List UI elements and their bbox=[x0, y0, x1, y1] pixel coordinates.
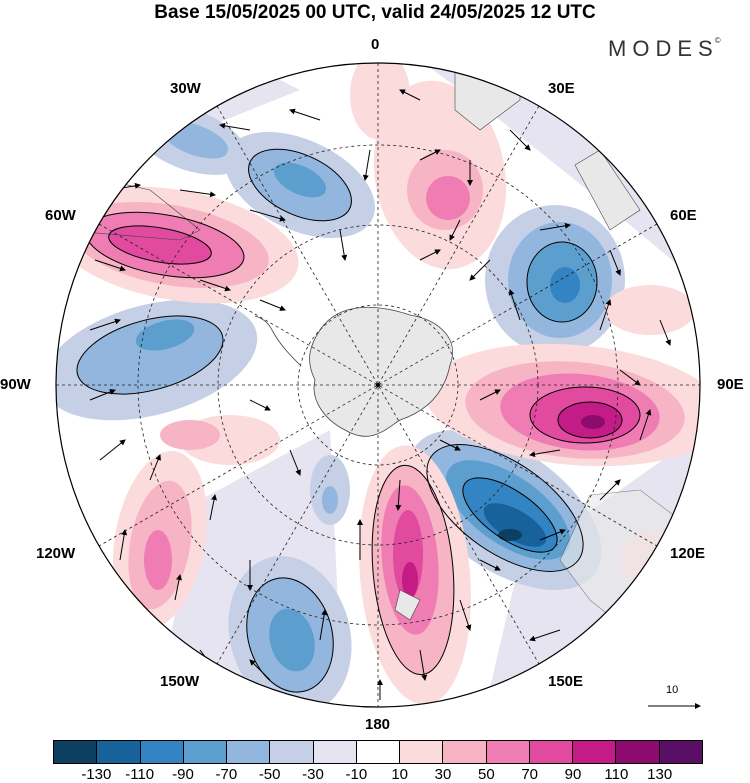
colorbar-tick-label: 50 bbox=[477, 766, 495, 783]
modes-logo: MODES© bbox=[608, 36, 721, 61]
lon-label-180: 180 bbox=[365, 716, 391, 733]
colorbar-tick-label: 10 bbox=[391, 766, 408, 783]
colorbar-segment bbox=[486, 741, 530, 763]
graticule bbox=[56, 63, 700, 707]
colorbar-tick-label: 90 bbox=[564, 766, 582, 783]
colorbar bbox=[53, 740, 703, 764]
colorbar-tick-label: -70 bbox=[215, 766, 238, 783]
lon-label-30w: 30W bbox=[170, 80, 201, 97]
anomaly-field bbox=[56, 63, 700, 707]
colorbar-segment bbox=[227, 741, 271, 763]
lon-label-0: 0 bbox=[371, 36, 380, 53]
colorbar-tick-label: -50 bbox=[258, 766, 281, 783]
antarctica-landmass bbox=[309, 306, 453, 437]
colorbar-tick-label: -10 bbox=[345, 766, 368, 783]
colorbar-segment bbox=[54, 741, 98, 763]
colorbar-tick-label: 30 bbox=[434, 766, 452, 783]
colorbar-tick-label: 130 bbox=[647, 766, 673, 783]
lon-label-60w: 60W bbox=[45, 207, 76, 224]
colorbar-segment bbox=[97, 741, 141, 763]
lon-label-90w: 90W bbox=[0, 376, 31, 393]
colorbar-segment bbox=[140, 741, 184, 763]
lon-label-60e: 60E bbox=[670, 207, 697, 224]
colorbar-tick-label: -30 bbox=[302, 766, 324, 783]
colorbar-segment bbox=[443, 741, 487, 763]
vector-scale-label: 10 bbox=[666, 684, 679, 696]
south-pole-marker bbox=[376, 383, 380, 387]
colorbar-tick-label: -110 bbox=[125, 766, 155, 783]
colorbar-segment bbox=[356, 741, 401, 763]
lon-label-30e: 30E bbox=[548, 80, 575, 97]
colorbar-segment bbox=[183, 741, 228, 763]
colorbar-segment bbox=[270, 741, 314, 763]
lon-label-90e: 90E bbox=[717, 376, 744, 393]
plot-title: Base 15/05/2025 00 UTC, valid 24/05/2025… bbox=[154, 2, 596, 23]
lon-label-150e: 150E bbox=[548, 673, 584, 690]
colorbar-tick-label: 110 bbox=[604, 766, 629, 783]
colorbar-segment bbox=[659, 741, 702, 763]
contour-lines bbox=[76, 148, 641, 693]
colorbar-tick-label: 70 bbox=[521, 766, 538, 783]
colorbar-segment bbox=[400, 741, 444, 763]
map-border bbox=[55, 62, 701, 708]
colorbar-tick-label: -90 bbox=[172, 766, 194, 783]
lon-label-120e: 120E bbox=[670, 545, 706, 562]
colorbar-tick-label: -130 bbox=[81, 766, 112, 783]
colorbar-segment bbox=[573, 741, 617, 763]
lon-label-150w: 150W bbox=[160, 673, 200, 690]
colorbar-segment bbox=[616, 741, 660, 763]
lon-label-120w: 120W bbox=[36, 545, 76, 562]
wind-vectors bbox=[89, 89, 681, 700]
colorbar-segment bbox=[529, 741, 574, 763]
colorbar-segment bbox=[313, 741, 357, 763]
